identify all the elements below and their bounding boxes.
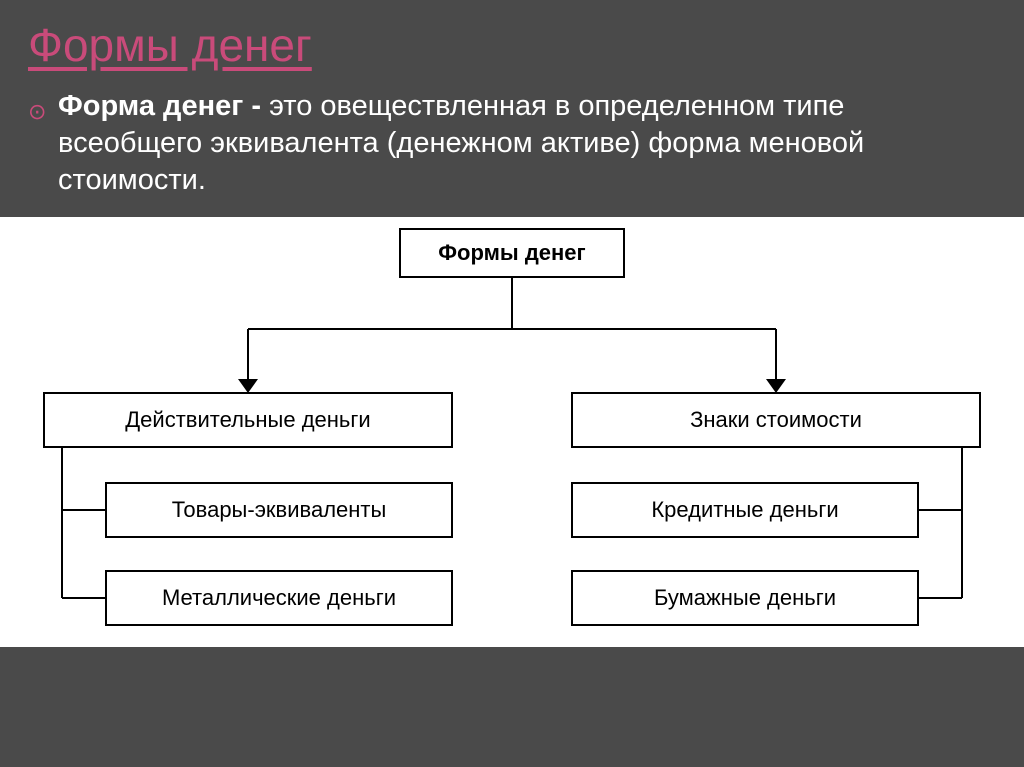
svg-text:Формы денег: Формы денег xyxy=(438,240,585,265)
svg-text:Металлические деньги: Металлические деньги xyxy=(162,585,396,610)
svg-text:Знаки стоимости: Знаки стоимости xyxy=(690,407,862,432)
slide-title: Формы денег xyxy=(0,0,1024,80)
svg-text:Бумажные деньги: Бумажные деньги xyxy=(654,585,836,610)
bullet-icon: ⊙ xyxy=(28,98,46,126)
term: Форма денег - xyxy=(58,90,261,122)
tree-diagram: Формы денег Действительные деньги Товары-э… xyxy=(0,217,1024,647)
svg-text:Действительные деньги: Действительные деньги xyxy=(125,407,370,432)
diagram: Формы денег Действительные деньги Товары-э… xyxy=(0,217,1024,647)
svg-text:Товары-эквиваленты: Товары-эквиваленты xyxy=(172,497,387,522)
svg-text:Кредитные деньги: Кредитные деньги xyxy=(651,497,838,522)
definition-paragraph: ⊙ Форма денег - это овеществленная в опр… xyxy=(0,80,1024,217)
